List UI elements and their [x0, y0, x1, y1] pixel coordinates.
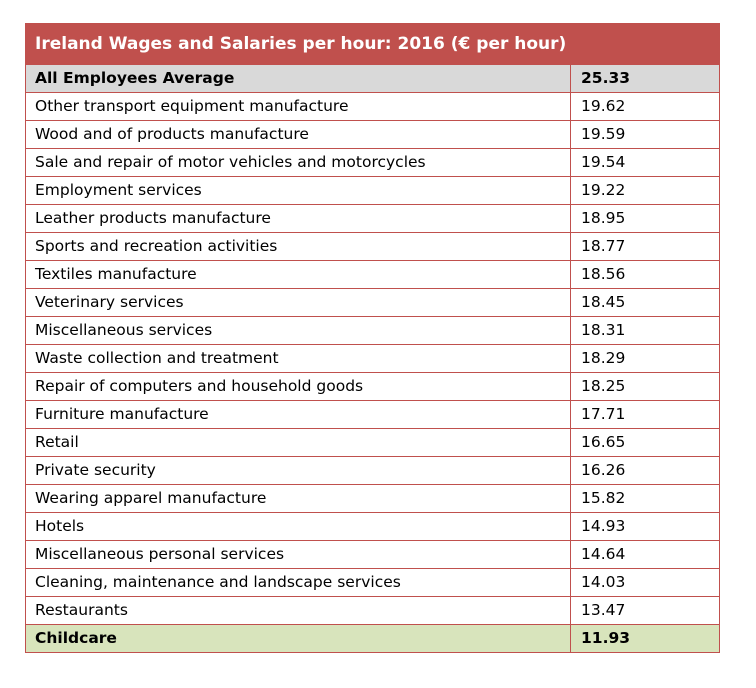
table-row: Furniture manufacture 17.71	[25, 400, 720, 429]
wage-value: 18.45	[570, 288, 720, 317]
sector-name: Repair of computers and household goods	[25, 372, 571, 401]
table-row: Hotels 14.93	[25, 512, 720, 541]
table-row: Sale and repair of motor vehicles and mo…	[25, 148, 720, 177]
wage-value: 15.82	[570, 484, 720, 513]
wage-value: 19.22	[570, 176, 720, 205]
sector-name: Miscellaneous personal services	[25, 540, 571, 569]
wage-value: 16.65	[570, 428, 720, 457]
childcare-row: Childcare 11.93	[25, 624, 720, 653]
wage-value: 14.64	[570, 540, 720, 569]
table-row: Repair of computers and household goods 1…	[25, 372, 720, 401]
table-row: Employment services 19.22	[25, 176, 720, 205]
table-row: Restaurants 13.47	[25, 596, 720, 625]
sector-name: Furniture manufacture	[25, 400, 571, 429]
average-row: All Employees Average 25.33	[25, 64, 720, 93]
sector-name: Sports and recreation activities	[25, 232, 571, 261]
table-row: Other transport equipment manufacture 19.…	[25, 92, 720, 121]
sector-name: Other transport equipment manufacture	[25, 92, 571, 121]
wage-value: 19.62	[570, 92, 720, 121]
sector-name: Wood and of products manufacture	[25, 120, 571, 149]
table-row: Wearing apparel manufacture 15.82	[25, 484, 720, 513]
sector-name: Restaurants	[25, 596, 571, 625]
wage-value: 18.25	[570, 372, 720, 401]
sector-name: Leather products manufacture	[25, 204, 571, 233]
wage-value: 18.77	[570, 232, 720, 261]
sector-name: Textiles manufacture	[25, 260, 571, 289]
sector-name: Childcare	[25, 624, 571, 653]
wage-value: 25.33	[570, 64, 720, 93]
table-row: Miscellaneous services 18.31	[25, 316, 720, 345]
table-body: All Employees Average 25.33 Other transpor…	[25, 64, 720, 653]
sector-name: Veterinary services	[25, 288, 571, 317]
table-row: Leather products manufacture 18.95	[25, 204, 720, 233]
table-row: Waste collection and treatment 18.29	[25, 344, 720, 373]
sector-name: Wearing apparel manufacture	[25, 484, 571, 513]
table-row: Miscellaneous personal services 14.64	[25, 540, 720, 569]
table-row: Private security 16.26	[25, 456, 720, 485]
table-row: Veterinary services 18.45	[25, 288, 720, 317]
table-row: Wood and of products manufacture 19.59	[25, 120, 720, 149]
table-row: Cleaning, maintenance and landscape serv…	[25, 568, 720, 597]
wage-value: 18.95	[570, 204, 720, 233]
wage-value: 17.71	[570, 400, 720, 429]
wage-value: 13.47	[570, 596, 720, 625]
table-title: Ireland Wages and Salaries per hour: 201…	[25, 23, 720, 65]
table-row: Retail 16.65	[25, 428, 720, 457]
wage-value: 18.29	[570, 344, 720, 373]
wage-value: 14.93	[570, 512, 720, 541]
table-row: Sports and recreation activities 18.77	[25, 232, 720, 261]
table-row: Textiles manufacture 18.56	[25, 260, 720, 289]
sector-name: Private security	[25, 456, 571, 485]
wage-value: 18.56	[570, 260, 720, 289]
sector-name: Employment services	[25, 176, 571, 205]
sector-name: Waste collection and treatment	[25, 344, 571, 373]
table-title-row: Ireland Wages and Salaries per hour: 201…	[25, 23, 720, 65]
wage-value: 14.03	[570, 568, 720, 597]
sector-name: Miscellaneous services	[25, 316, 571, 345]
sector-name: All Employees Average	[25, 64, 571, 93]
sector-name: Sale and repair of motor vehicles and mo…	[25, 148, 571, 177]
sector-name: Cleaning, maintenance and landscape serv…	[25, 568, 571, 597]
wage-value: 11.93	[570, 624, 720, 653]
wage-value: 19.59	[570, 120, 720, 149]
sector-name: Retail	[25, 428, 571, 457]
wage-value: 19.54	[570, 148, 720, 177]
sector-name: Hotels	[25, 512, 571, 541]
wage-table: Ireland Wages and Salaries per hour: 201…	[25, 23, 720, 653]
wage-value: 16.26	[570, 456, 720, 485]
wage-value: 18.31	[570, 316, 720, 345]
